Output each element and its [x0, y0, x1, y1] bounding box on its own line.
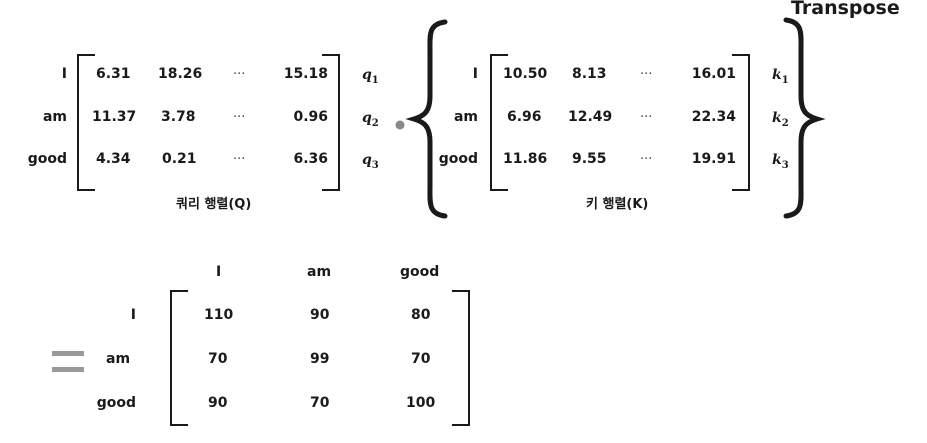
key-cell: 19.91	[691, 151, 736, 167]
key-row-label: I	[472, 66, 478, 82]
query-ellipsis: ···	[233, 152, 246, 167]
key-cell: 10.50	[503, 66, 548, 82]
key-row-label: good	[438, 151, 478, 167]
result-cell: 90	[310, 307, 330, 323]
result-row-label: good	[96, 395, 136, 411]
query-cell: 15.18	[283, 66, 328, 82]
query-right-bracket	[322, 54, 340, 191]
result-col-header: good	[400, 264, 440, 280]
query-ellipsis: ···	[233, 67, 246, 82]
dot-product-operator	[395, 120, 405, 130]
key-ellipsis: ···	[640, 152, 653, 167]
query-row-label: good	[27, 151, 67, 167]
query-cell: 6.31	[96, 66, 131, 82]
result-left-bracket	[170, 290, 188, 426]
key-cell: 16.01	[691, 66, 736, 82]
query-row-label: I	[61, 66, 67, 82]
result-cell: 110	[204, 307, 234, 323]
equals-sign-top	[52, 351, 84, 356]
result-cell: 80	[411, 307, 431, 323]
result-cell: 70	[310, 395, 330, 411]
result-cell: 70	[208, 351, 228, 367]
query-vector-label: q1	[362, 67, 379, 86]
query-cell: 6.36	[293, 151, 328, 167]
result-cell: 100	[406, 395, 436, 411]
transpose-label: Transpose	[791, 0, 900, 19]
key-cell: 12.49	[568, 109, 613, 125]
result-col-header: I	[216, 264, 222, 280]
result-col-header: am	[307, 264, 332, 280]
key-vector-label: k3	[772, 152, 789, 171]
key-cell: 6.96	[507, 109, 542, 125]
equals-sign-bottom	[52, 367, 84, 372]
result-row-label: am	[106, 351, 131, 367]
query-vector-label: q2	[362, 110, 379, 129]
key-right-bracket	[732, 54, 750, 191]
key-row-label: am	[453, 109, 478, 125]
result-right-bracket	[452, 290, 470, 426]
key-vector-label: k2	[772, 110, 789, 129]
right-curly-brace	[783, 17, 826, 219]
result-cell: 90	[208, 395, 228, 411]
key-left-bracket	[490, 54, 508, 191]
result-row-label: I	[130, 307, 136, 323]
key-cell: 11.86	[503, 151, 548, 167]
key-cell: 8.13	[572, 66, 607, 82]
left-curly-brace	[405, 19, 448, 219]
query-cell: 4.34	[96, 151, 131, 167]
key-cell: 9.55	[572, 151, 607, 167]
result-cell: 70	[411, 351, 431, 367]
result-cell: 99	[310, 351, 330, 367]
query-cell: 11.37	[92, 109, 137, 125]
query-cell: 0.21	[162, 151, 197, 167]
query-left-bracket	[77, 54, 95, 191]
query-cell: 0.96	[293, 109, 328, 125]
query-vector-label: q3	[362, 152, 379, 171]
query-cell: 3.78	[161, 109, 196, 125]
key-cell: 22.34	[691, 109, 736, 125]
query-matrix-caption: 쿼리 행렬(Q)	[176, 197, 252, 212]
key-vector-label: k1	[772, 67, 789, 86]
query-cell: 18.26	[158, 66, 203, 82]
key-ellipsis: ···	[640, 67, 653, 82]
key-matrix-caption: 키 행렬(K)	[586, 197, 649, 212]
key-ellipsis: ···	[640, 110, 653, 125]
query-ellipsis: ···	[233, 110, 246, 125]
query-row-label: am	[42, 109, 67, 125]
